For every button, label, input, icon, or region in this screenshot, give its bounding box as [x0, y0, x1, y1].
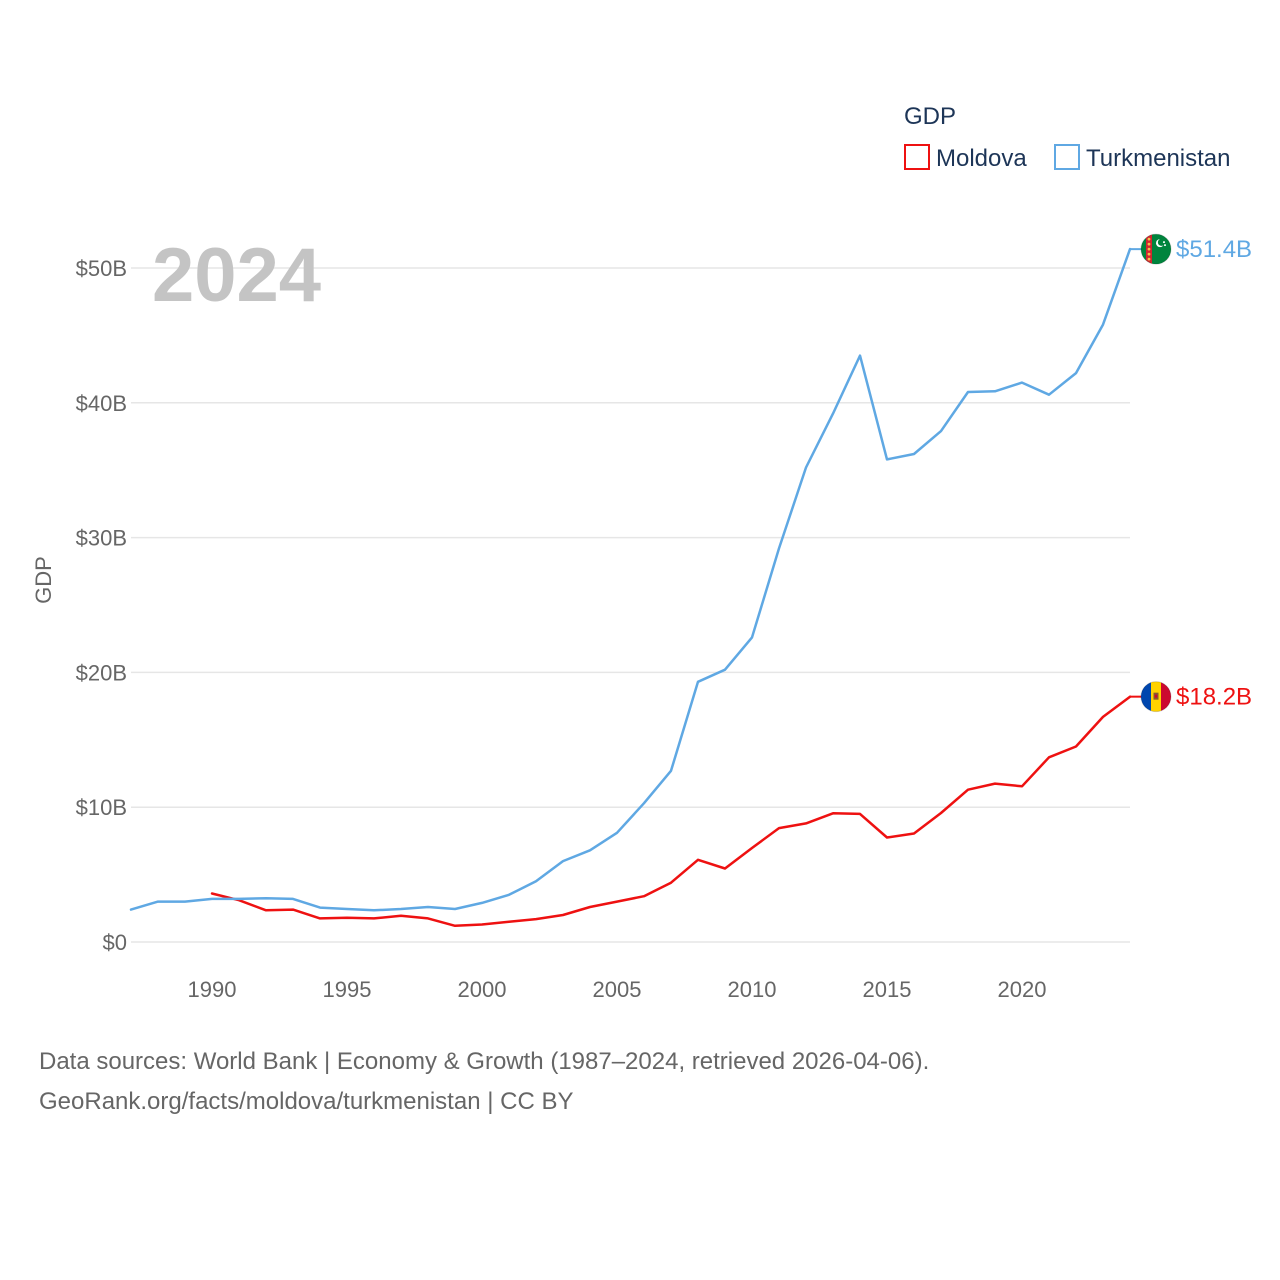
x-axis-ticks: 1990 1995 2000 2005 2010 2015 2020: [188, 977, 1047, 1002]
x-tick-label: 2015: [863, 977, 912, 1002]
gridlines: [131, 267, 1130, 943]
x-tick-label: 1990: [188, 977, 237, 1002]
y-tick-label: $0: [103, 930, 127, 955]
legend-item-turkmenistan[interactable]: Turkmenistan: [1054, 144, 1231, 172]
x-tick-label: 2005: [593, 977, 642, 1002]
y-axis-title: GDP: [31, 556, 56, 604]
y-tick-label: $50B: [76, 256, 127, 281]
legend-item-moldova[interactable]: Moldova: [904, 144, 1027, 172]
x-tick-label: 2000: [458, 977, 507, 1002]
source-line-2: GeoRank.org/facts/moldova/turkmenistan |…: [39, 1088, 573, 1115]
source-line-1: Data sources: World Bank | Economy & Gro…: [39, 1048, 929, 1075]
y-axis-ticks: $0 $10B $20B $30B $40B $50B: [76, 256, 127, 955]
series-line-moldova: [210, 695, 1132, 928]
turkmenistan-flag-icon: [1140, 233, 1172, 265]
legend-label-turkmenistan: Turkmenistan: [1086, 145, 1231, 172]
y-tick-label: $30B: [76, 526, 127, 551]
y-tick-label: $20B: [76, 660, 127, 685]
endpoint-value-label-moldova: $18.2B: [1176, 684, 1252, 711]
series-endpoints: $18.2B $51.4B: [1130, 233, 1252, 713]
legend-title: GDP: [904, 103, 956, 130]
legend-swatch-turkmenistan: [1054, 144, 1080, 170]
series-line-turkmenistan: [129, 247, 1132, 912]
legend-swatch-moldova: [904, 144, 930, 170]
highlight-year-label: 2024: [152, 233, 321, 318]
x-tick-label: 2020: [998, 977, 1047, 1002]
x-tick-label: 1995: [323, 977, 372, 1002]
legend: GDP Moldova Turkmenistan: [904, 103, 1231, 172]
legend-label-moldova: Moldova: [936, 145, 1027, 172]
x-tick-label: 2010: [728, 977, 777, 1002]
endpoint-value-label-turkmenistan: $51.4B: [1176, 236, 1252, 263]
y-tick-label: $10B: [76, 795, 127, 820]
series-lines: [129, 247, 1132, 928]
moldova-flag-icon: [1140, 681, 1172, 713]
y-tick-label: $40B: [76, 391, 127, 416]
